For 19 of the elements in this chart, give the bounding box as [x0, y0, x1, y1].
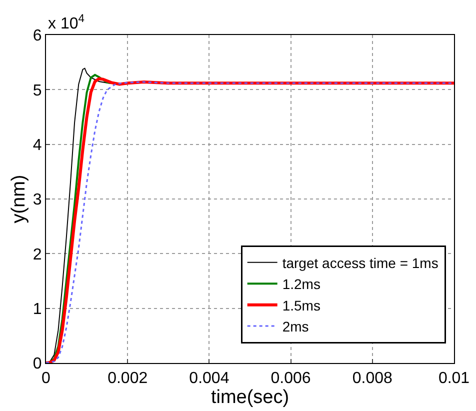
y-axis-title: y(nm)	[8, 174, 30, 224]
x-tick-label: 0.01	[438, 370, 470, 388]
y-tick-label: 5	[32, 82, 42, 100]
y-tick-label: 2	[32, 246, 42, 264]
legend-label: 2ms	[282, 318, 309, 334]
legend-label: 1.2ms	[282, 276, 320, 292]
x-tick-label: 0.006	[270, 370, 311, 388]
legend-label: target access time = 1ms	[282, 254, 438, 271]
y-tick-label: 0	[32, 356, 42, 373]
legend-label: 1.5ms	[282, 297, 320, 314]
x-tick-label: 0.004	[189, 370, 230, 388]
x-tick-label: 0.008	[352, 370, 393, 388]
y-tick-label: 6	[32, 28, 42, 45]
y-tick-label: 4	[32, 136, 42, 154]
x-axis-title: time(sec)	[210, 387, 290, 408]
y-tick-label: 1	[32, 300, 42, 318]
x-tick-label: 0.002	[108, 370, 148, 388]
text: x 10$^{4}$	[48, 13, 84, 33]
y-tick-label: 3	[32, 192, 42, 209]
